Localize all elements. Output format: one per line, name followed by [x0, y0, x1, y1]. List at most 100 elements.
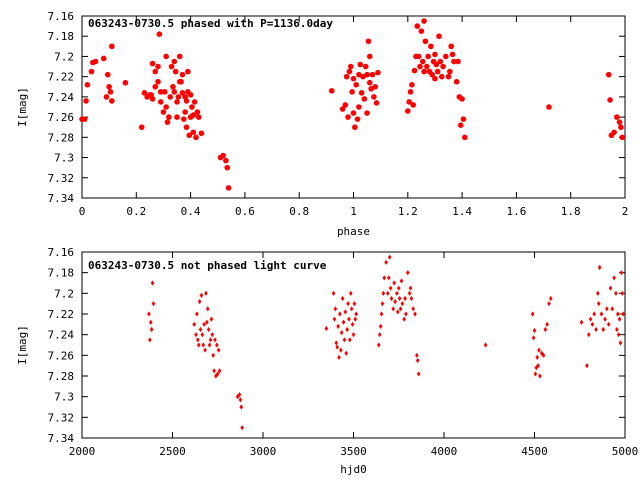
data-point — [615, 311, 620, 317]
data-point — [196, 342, 201, 348]
data-point — [345, 326, 349, 333]
data-point — [396, 285, 401, 291]
y-axis-ticks: 7.16 7.18 7.2 7.22 7.24 7.26 7.28 7.3 7.32 7.34 — [48, 10, 625, 205]
data-point — [433, 61, 440, 68]
data-point — [182, 109, 188, 115]
y-tick-label: 7.18 — [48, 30, 75, 43]
data-point — [407, 89, 414, 95]
data-point — [141, 90, 148, 96]
data-point — [405, 108, 411, 114]
data-point — [436, 33, 442, 40]
data-point — [421, 68, 427, 75]
data-point — [594, 326, 598, 333]
data-point — [239, 404, 244, 410]
x-tick-label: 1.6 — [506, 205, 526, 218]
data-point — [149, 326, 154, 333]
data-point — [438, 73, 445, 80]
x-tick-label: 3000 — [250, 445, 277, 458]
data-point — [138, 124, 145, 131]
data-point — [585, 363, 589, 369]
data-point — [614, 290, 618, 296]
x-tick-label: 1.4 — [452, 205, 472, 218]
data-point — [194, 109, 201, 115]
y-tick-label: 7.34 — [48, 432, 75, 445]
data-point — [414, 23, 421, 29]
data-point — [349, 89, 355, 95]
data-point — [197, 299, 202, 305]
y-tick-label: 7.24 — [48, 329, 75, 342]
data-point — [328, 88, 335, 94]
data-point — [588, 316, 593, 322]
data-point — [339, 106, 346, 112]
data-point — [190, 112, 197, 118]
data-point — [537, 347, 541, 353]
data-point — [183, 124, 190, 131]
data-point — [347, 316, 351, 322]
data-point — [209, 316, 214, 322]
data-point — [391, 306, 396, 312]
data-point — [607, 97, 613, 103]
data-point — [532, 327, 537, 334]
data-point — [601, 326, 606, 333]
x-tick-label: 2500 — [159, 445, 186, 458]
x-tick-label: 0.2 — [126, 205, 146, 218]
data-point — [206, 326, 211, 333]
data-point — [156, 31, 163, 37]
data-point — [445, 73, 452, 80]
data-point — [373, 100, 380, 106]
data-point — [546, 104, 552, 110]
y-tick-label: 7.2 — [54, 287, 74, 300]
data-point — [422, 38, 429, 45]
data-point — [434, 68, 441, 75]
data-point — [616, 119, 623, 125]
data-point — [384, 259, 388, 265]
data-point — [171, 58, 178, 65]
data-point — [387, 254, 392, 260]
x-tick-label: 2 — [622, 205, 629, 218]
data-point — [148, 319, 153, 325]
y-axis-label: I[mag] — [16, 87, 29, 127]
data-point — [217, 368, 222, 374]
data-point — [392, 280, 397, 286]
data-point — [358, 90, 365, 96]
data-point — [608, 285, 613, 291]
data-point — [122, 79, 129, 86]
data-point — [168, 63, 175, 70]
data-point — [187, 92, 194, 98]
data-point — [424, 63, 430, 70]
data-point — [455, 58, 461, 65]
y-tick-label: 7.3 — [54, 391, 74, 404]
data-point — [353, 316, 358, 322]
data-point — [351, 332, 356, 338]
y-tick-label: 7.26 — [48, 349, 75, 362]
data-point — [343, 309, 348, 315]
data-point — [621, 311, 625, 317]
data-point — [614, 114, 620, 120]
phased-light-curve-panel: 7.16 7.18 7.2 7.22 7.24 7.26 7.28 7.3 7.32 7.34 0… — [16, 10, 628, 238]
data-point — [147, 311, 151, 317]
data-point — [606, 321, 611, 327]
data-point — [337, 354, 341, 360]
data-point — [341, 319, 346, 325]
data-point — [366, 79, 373, 86]
data-point — [205, 319, 209, 325]
data-point — [195, 311, 199, 317]
data-point — [380, 301, 385, 307]
data-point — [201, 342, 206, 348]
data-point — [587, 332, 591, 338]
data-point — [196, 337, 200, 343]
data-point — [350, 321, 355, 327]
data-point — [170, 83, 176, 90]
data-point — [155, 78, 161, 85]
data-point — [81, 116, 88, 122]
data-point — [396, 309, 400, 315]
data-point — [425, 53, 431, 60]
data-point — [149, 60, 156, 67]
data-point — [343, 73, 350, 80]
data-point — [164, 119, 171, 125]
data-point — [163, 53, 169, 60]
x-tick-label: 4000 — [431, 445, 458, 458]
y-tick-label: 7.18 — [48, 267, 75, 280]
data-point — [174, 114, 180, 120]
